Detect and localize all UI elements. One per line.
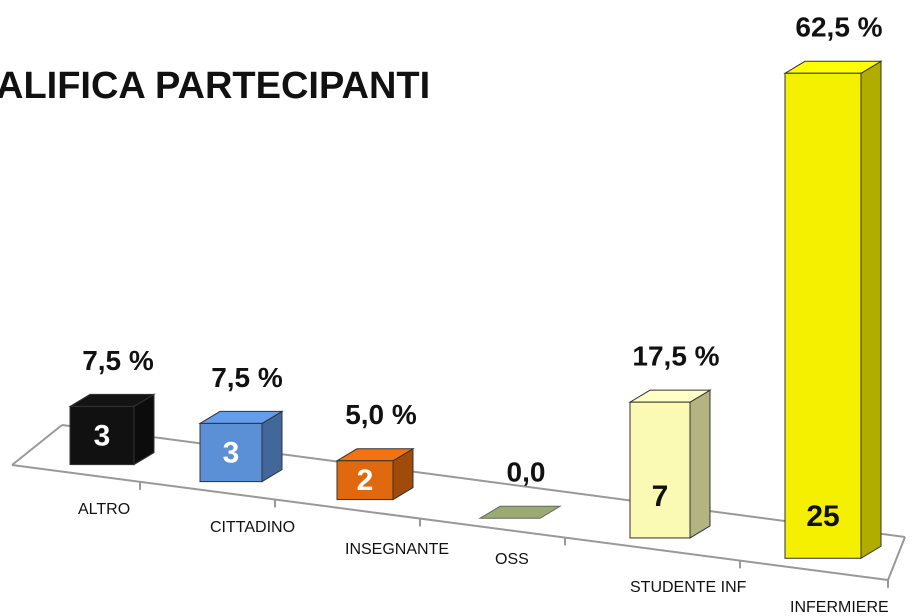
x-tick-label: INSEGNANTE [345,541,449,558]
bar-front [784,72,862,559]
percent-label: 62,5 % [795,12,882,43]
x-tick-label: CITTADINO [210,519,295,536]
bar [478,505,562,519]
floor-side [11,424,63,466]
bar-side [689,389,711,539]
percent-label: 7,5 % [211,362,283,393]
chart-title: ALIFICA PARTECIPANTI [0,65,430,107]
percent-label: 0,0 [507,457,546,488]
x-tick-label: OSS [495,551,529,568]
count-label: 7 [652,480,669,513]
bar [783,60,883,560]
bar-front [336,460,394,501]
bar [335,447,415,501]
percent-label: 17,5 % [632,341,719,372]
bar [68,393,156,466]
count-label: 3 [94,419,111,452]
bar [198,410,284,483]
bar-front [199,422,263,483]
floor-side [887,536,906,581]
x-tick-label: STUDENTE INF [630,579,747,596]
floor-front [11,464,889,581]
bar-front [629,401,691,539]
count-label: 2 [357,464,374,497]
count-label: 3 [223,436,240,469]
percent-label: 7,5 % [82,345,154,376]
count-label: 25 [806,500,839,533]
bar-front [69,405,135,466]
x-tick-label: INFERMIERE [790,599,889,616]
floor-back [61,424,906,538]
percent-label: 5,0 % [345,399,417,430]
x-tick-label: ALTRO [78,501,130,518]
bar [628,389,712,539]
bar-side [860,60,882,560]
